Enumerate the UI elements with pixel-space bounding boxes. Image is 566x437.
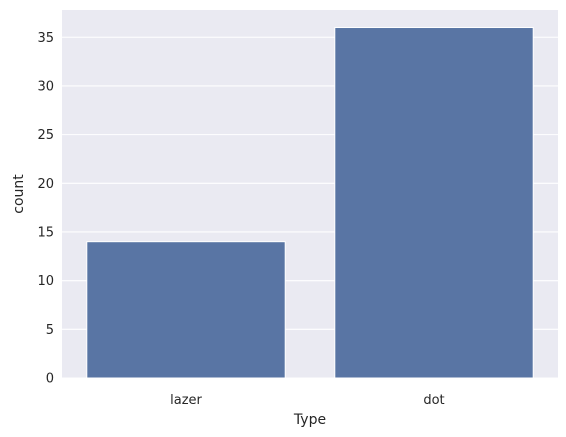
y-tick-label: 35 xyxy=(37,31,54,46)
bars xyxy=(86,27,534,379)
x-tick-label-dot: dot xyxy=(423,393,444,408)
y-tick-label: 20 xyxy=(37,177,54,192)
y-tick-label: 25 xyxy=(37,128,54,143)
x-tick-labels: lazer dot xyxy=(170,393,445,408)
x-tick-label-lazer: lazer xyxy=(170,393,202,408)
bar-dot xyxy=(334,27,534,379)
y-tick-label: 30 xyxy=(37,79,54,94)
y-axis-label: count xyxy=(11,174,27,214)
x-axis-label: Type xyxy=(293,412,326,428)
y-tick-label: 15 xyxy=(37,225,54,240)
y-tick-labels: 0 5 10 15 20 25 30 35 xyxy=(37,31,54,387)
y-tick-label: 5 xyxy=(46,323,54,338)
bar-lazer xyxy=(86,241,286,379)
y-tick-label: 0 xyxy=(46,372,54,387)
y-tick-label: 10 xyxy=(37,274,54,289)
